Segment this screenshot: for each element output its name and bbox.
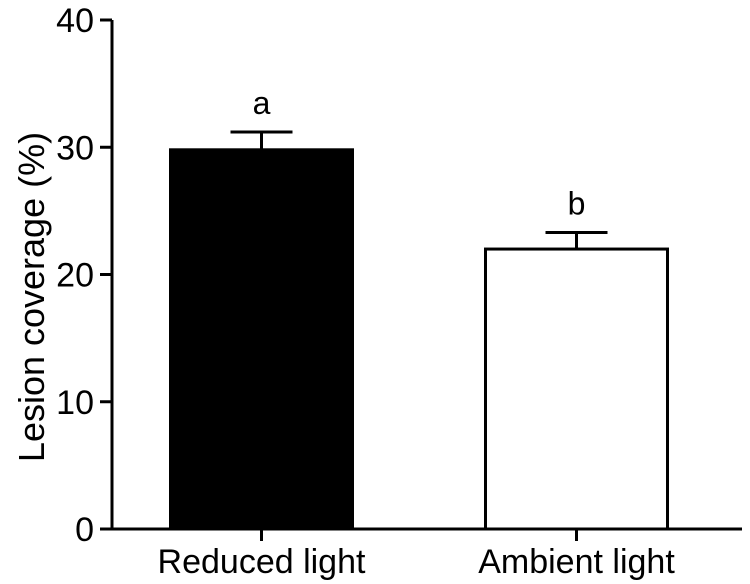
significance-letter: a (253, 85, 271, 121)
y-tick-label: 20 (56, 257, 94, 295)
y-tick-label: 30 (56, 129, 94, 167)
y-axis-label: Lesion coverage (%) (11, 132, 52, 462)
y-tick-label: 0 (75, 511, 94, 549)
significance-letter: b (568, 186, 586, 222)
bar-ambient-light (484, 247, 669, 531)
y-tick-label: 10 (56, 384, 94, 422)
x-category-label: Reduced light (158, 543, 366, 581)
labels: a Reduced light b Ambient light (158, 85, 676, 581)
x-category-label: Ambient light (478, 543, 675, 581)
y-tick-label: 40 (56, 2, 94, 40)
bar-reduced-light (169, 148, 354, 531)
bars (169, 130, 669, 531)
